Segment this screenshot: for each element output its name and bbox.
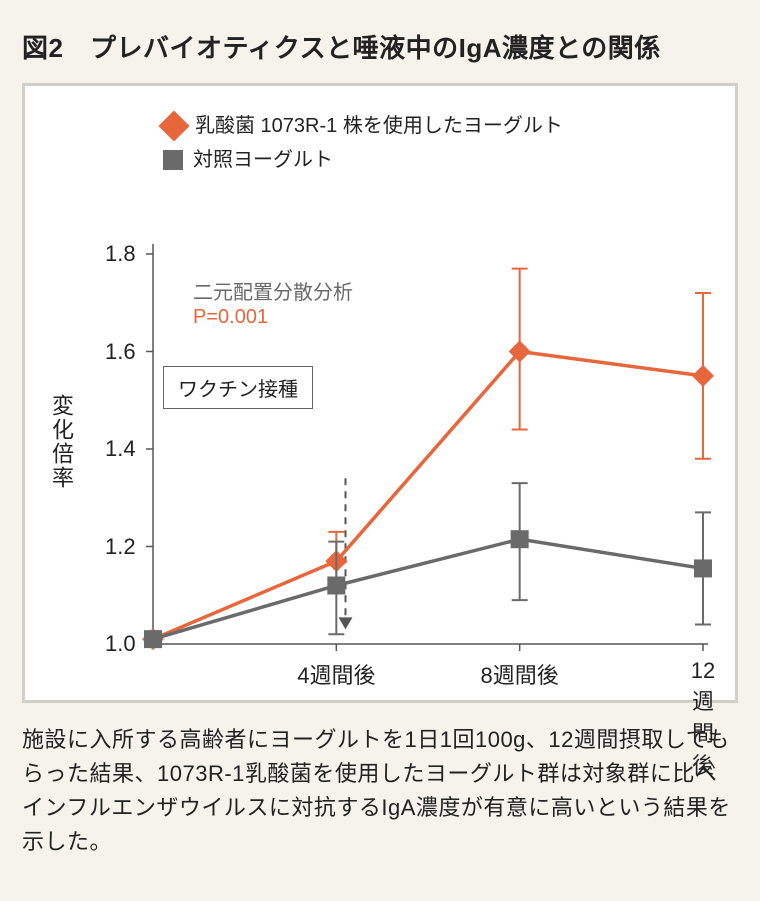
- legend-item-control: 対照ヨーグルト: [163, 146, 563, 174]
- y-tick-label: 1.4: [105, 436, 136, 462]
- figure-title: 図2 プレバイオティクスと唾液中のIgA濃度との関係: [22, 28, 738, 65]
- x-tick-label: 8週間後: [481, 658, 559, 690]
- pvalue-annotation: P=0.001: [193, 306, 268, 329]
- chart-svg: [43, 104, 723, 688]
- y-axis-label: 変化倍率: [45, 394, 77, 490]
- x-tick-label: 12週間後: [691, 658, 715, 780]
- x-tick-label: 4週間後: [297, 658, 375, 690]
- chart-frame: 乳酸菌 1073R-1 株を使用したヨーグルト 対照ヨーグルト 変化倍率 二元配…: [22, 83, 738, 703]
- legend: 乳酸菌 1073R-1 株を使用したヨーグルト 対照ヨーグルト: [163, 112, 563, 180]
- chart-area: 乳酸菌 1073R-1 株を使用したヨーグルト 対照ヨーグルト 変化倍率 二元配…: [43, 104, 717, 682]
- legend-label-control: 対照ヨーグルト: [193, 146, 333, 174]
- legend-label-1073r1: 乳酸菌 1073R-1 株を使用したヨーグルト: [195, 112, 563, 140]
- legend-item-1073r1: 乳酸菌 1073R-1 株を使用したヨーグルト: [163, 112, 563, 140]
- y-tick-label: 1.8: [105, 241, 136, 267]
- y-tick-label: 1.2: [105, 534, 136, 560]
- vaccine-box-label: ワクチン接種: [163, 366, 313, 409]
- figure-caption: 施設に入所する高齢者にヨーグルトを1日1回100g、12週間摂取してもらった結果…: [22, 723, 738, 859]
- y-tick-label: 1.0: [105, 631, 136, 657]
- y-tick-label: 1.6: [105, 339, 136, 365]
- anova-annotation: 二元配置分散分析: [193, 276, 353, 305]
- diamond-icon: [158, 110, 189, 141]
- square-icon: [163, 150, 183, 170]
